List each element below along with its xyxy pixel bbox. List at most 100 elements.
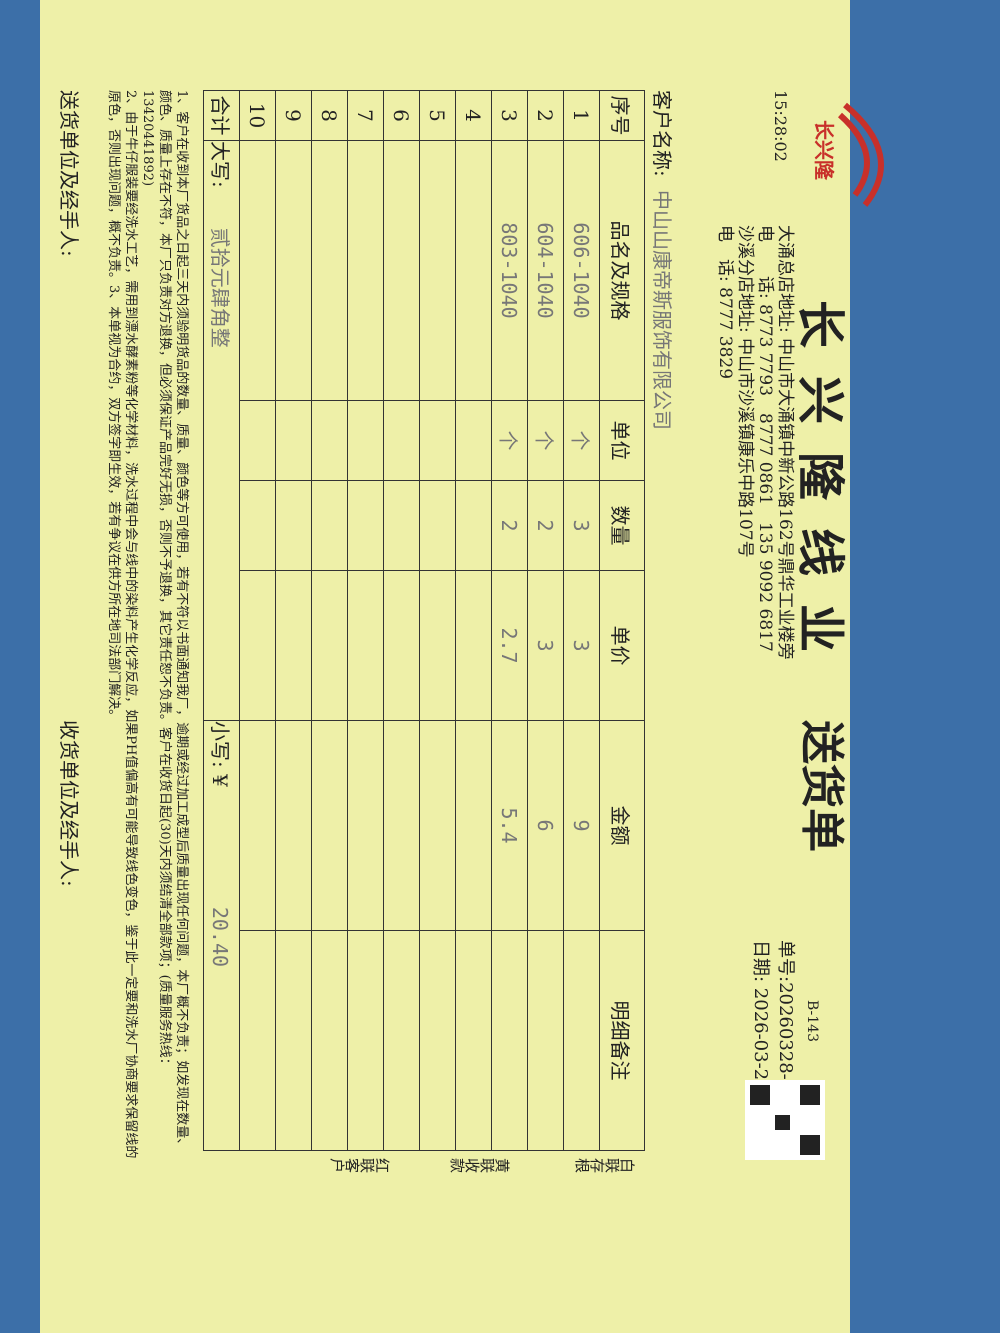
- total-label: 合计: [203, 90, 240, 141]
- item-row: 8: [311, 90, 348, 1151]
- item-row: 9: [275, 90, 312, 1151]
- upper-amount: 贰拾元肆角整: [208, 227, 232, 348]
- cell: [383, 720, 420, 931]
- cell: [311, 140, 348, 401]
- cell: [383, 140, 420, 401]
- copy-label: 黄联收款: [450, 1156, 510, 1174]
- cell: 604-1040: [527, 140, 564, 401]
- cell: 8: [311, 90, 348, 141]
- item-row: 3 803-1040 个 2 2.7 5.4: [491, 90, 528, 1151]
- cell: [419, 930, 456, 1151]
- company: 长兴隆线业: [792, 300, 848, 681]
- cell: [275, 400, 312, 481]
- cell: [455, 480, 492, 571]
- cell: 5.4: [491, 720, 528, 931]
- cell: 个: [491, 400, 528, 481]
- cell: [311, 570, 348, 721]
- column-header: 序号: [599, 90, 645, 141]
- notes: 1、客户在收到本厂货品之日起三天内须验明货品的数量、质量、颜色等方可使用，若有不…: [105, 90, 190, 1160]
- item-row: 7: [347, 90, 384, 1151]
- cell: [383, 480, 420, 571]
- lower-cell: 小写: ¥ 20.40: [203, 720, 240, 1151]
- cell: 2: [527, 90, 564, 141]
- cell: [347, 930, 384, 1151]
- cell: [275, 480, 312, 571]
- column-header: 品名及规格: [599, 140, 645, 401]
- customer: 中山山康帝斯服饰有限公司: [650, 190, 674, 430]
- qr-code: [745, 1080, 825, 1160]
- cell: [311, 930, 348, 1151]
- cell: [239, 480, 276, 571]
- items-table: 序号 品名及规格 单位 数量 单价 金额 明细备注 1 606-1040 个 3 3 9 2 604-104…: [203, 90, 645, 1151]
- cell: 4: [455, 90, 492, 141]
- column-header: 明细备注: [599, 930, 645, 1151]
- serial: B-143: [804, 1000, 820, 1042]
- date: 日期: 2026-03-28: [750, 940, 771, 1092]
- header-row: 序号 品名及规格 单位 数量 单价 金额 明细备注: [599, 90, 645, 1151]
- cell: [455, 930, 492, 1151]
- note: 2、由于牛仔服装要经洗水工艺，需用到漂水酵素粉等化学材料，洗水过程中会与线中的染…: [106, 90, 138, 1159]
- cell: [275, 140, 312, 401]
- cell: 2.7: [491, 570, 528, 721]
- column-header: 数量: [599, 480, 645, 571]
- cell: [347, 720, 384, 931]
- cell: [455, 570, 492, 721]
- address-line: 电 话: 8773 7793 8777 0861 135 9092 6817: [755, 225, 775, 652]
- address-line: 大涌总店地址: 中山市大涌镇中新公路162号鼎华工业楼旁: [775, 225, 795, 660]
- cell: [383, 400, 420, 481]
- item-row: 5: [419, 90, 456, 1151]
- cell: [347, 570, 384, 721]
- cell: [383, 930, 420, 1151]
- sender: 送货单位及经手人:: [57, 90, 81, 257]
- cell: [239, 400, 276, 481]
- cell: [311, 720, 348, 931]
- doc-title: 送货单: [796, 720, 847, 852]
- cell: [419, 570, 456, 721]
- address-line: 沙溪分店地址: 中山市沙溪镇康乐中路107号: [735, 225, 755, 558]
- cell: [275, 570, 312, 721]
- cell: 2: [527, 480, 564, 571]
- cell: [527, 930, 564, 1151]
- cell: 3: [563, 570, 600, 721]
- logo: [838, 102, 884, 207]
- copy-label: 白联存根: [575, 1156, 635, 1174]
- cell: 10: [239, 90, 276, 141]
- lower-amount: 20.40: [208, 906, 232, 968]
- cell: [455, 140, 492, 401]
- receiver: 收货单位及经手人:: [57, 720, 81, 887]
- cell: [239, 570, 276, 721]
- time: 15:28:02: [771, 90, 790, 162]
- cell: 3: [527, 570, 564, 721]
- item-row: 6: [383, 90, 420, 1151]
- cell: [275, 720, 312, 931]
- item-row: 4: [455, 90, 492, 1151]
- cell: [455, 400, 492, 481]
- cell: [419, 140, 456, 401]
- addresses: 大涌总店地址: 中山市大涌镇中新公路162号鼎华工业楼旁电 话: 8773 77…: [715, 225, 795, 660]
- cell: 9: [563, 720, 600, 931]
- cell: 803-1040: [491, 140, 528, 401]
- cell: [311, 400, 348, 481]
- lower-label: 小写: ¥: [208, 721, 232, 787]
- cell: [347, 480, 384, 571]
- cell: 3: [563, 480, 600, 571]
- cell: 6: [383, 90, 420, 141]
- address-line: 电 话: 8777 3829: [715, 225, 735, 380]
- cell: [491, 930, 528, 1151]
- cell: [239, 140, 276, 401]
- cell: 7: [347, 90, 384, 141]
- cell: [239, 930, 276, 1151]
- copy-label: 红联客户: [330, 1156, 390, 1174]
- cell: 5: [419, 90, 456, 141]
- cell: [275, 930, 312, 1151]
- cell: 1: [563, 90, 600, 141]
- cell: 9: [275, 90, 312, 141]
- cell: 6: [527, 720, 564, 931]
- cell: 个: [527, 400, 564, 481]
- cell: [239, 720, 276, 931]
- cell: [419, 720, 456, 931]
- upper-label: 大写:: [208, 141, 232, 188]
- item-row: 2 604-1040 个 2 3 6: [527, 90, 564, 1151]
